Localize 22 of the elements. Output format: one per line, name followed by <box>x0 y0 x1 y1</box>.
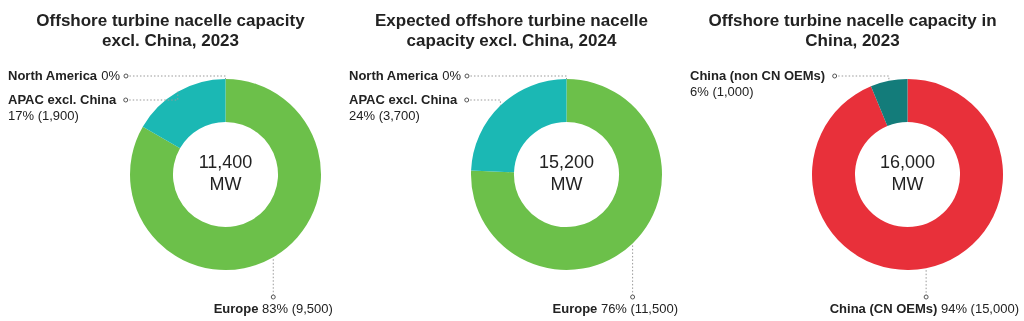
data-label: 6% (1,000) <box>690 83 754 99</box>
text: 0% <box>101 67 120 83</box>
data-label: 83% (9,500) <box>262 300 333 316</box>
chart-title: Offshore turbine nacelle capacity in China, 2023 <box>707 10 998 52</box>
slice-label: Europe <box>213 300 259 316</box>
legend-label: North America <box>349 67 439 83</box>
text: 16,000 MW <box>879 152 936 195</box>
slice-label: China (non CN OEMs) <box>690 67 826 83</box>
text: 15,200 MW <box>538 152 595 195</box>
data-label: 17% (1,900) <box>8 107 79 123</box>
chart-title: Offshore turbine nacelle capacity excl. China, 2023 <box>35 10 306 52</box>
text: 11,400 MW <box>198 152 253 195</box>
slice-label: China (CN OEMs) <box>829 300 938 316</box>
slice-label: Europe <box>552 300 598 316</box>
legend-label: North America <box>8 67 98 83</box>
data-label: 76% (11,500) <box>600 300 679 316</box>
slice-label: APAC excl. China <box>349 91 458 107</box>
data-label: 24% (3,700) <box>349 107 420 123</box>
data-label: 94% (15,000) <box>940 300 1020 316</box>
chart-title: Expected offshore turbine nacelle capacity excl. China, 2024 <box>374 10 649 52</box>
text: 0% <box>442 67 461 83</box>
slice-label: APAC excl. China <box>8 91 117 107</box>
